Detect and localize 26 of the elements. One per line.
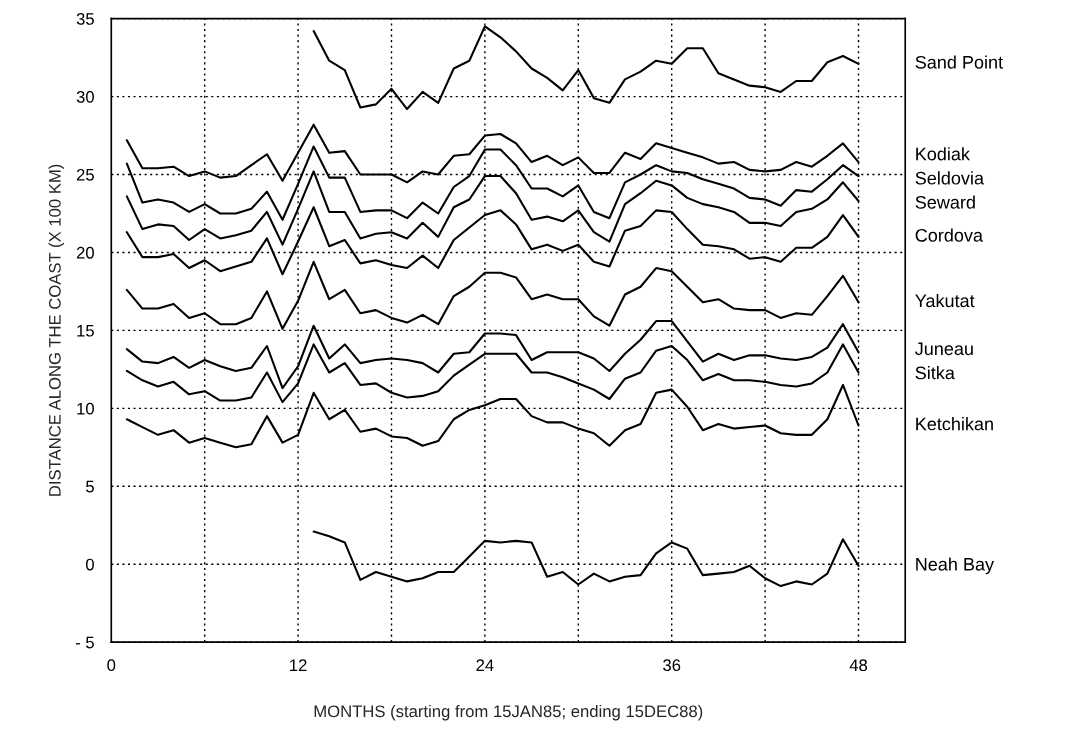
y-tick-label: 30	[76, 90, 94, 103]
y-tick-label: 15	[77, 324, 94, 337]
text: Yakutat	[915, 293, 975, 308]
text: Kodiak	[916, 147, 970, 161]
x-tick-label: 12	[290, 659, 307, 671]
y-tick-label: 0	[86, 558, 94, 571]
x-tick-label: 0	[107, 659, 116, 672]
text: Ketchikan	[916, 417, 993, 431]
text: Cordova	[915, 228, 983, 242]
x-tick-label: 24	[476, 659, 494, 671]
y-tick-label: 35	[76, 13, 94, 25]
y-tick-label: 5	[86, 480, 94, 493]
text: Sand Point	[915, 55, 1003, 69]
x-tick-label: 36	[663, 659, 681, 672]
y-tick-label: 25	[76, 168, 94, 181]
text: Seldovia	[915, 171, 985, 185]
y-axis-title: DISTANCE ALONG THE COAST (X 100 KM)	[48, 164, 65, 496]
x-tick-label: 48	[849, 659, 868, 672]
text: Neah Bay	[916, 557, 995, 575]
text: Sitka	[915, 366, 955, 380]
x-axis-title: MONTHS (starting from 15JAN85; ending 15DEC88)	[314, 704, 703, 721]
text: Seward	[915, 195, 975, 209]
y-tick-label: - 5	[75, 636, 94, 649]
y-tick-label: 10	[77, 402, 94, 415]
text: Juneau	[915, 342, 973, 356]
y-tick-label: 20	[76, 246, 94, 259]
